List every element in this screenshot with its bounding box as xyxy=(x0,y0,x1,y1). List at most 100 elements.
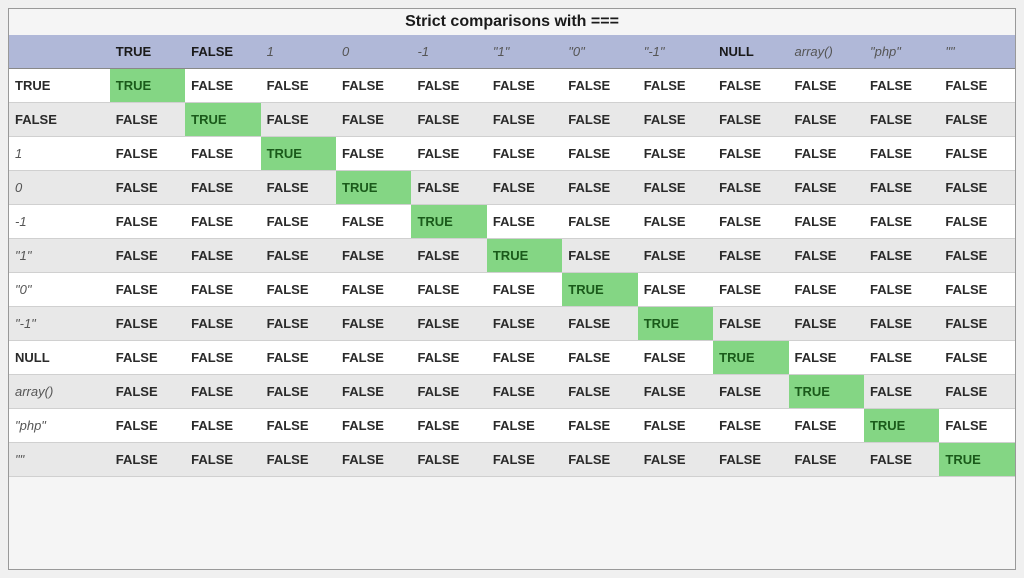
table-cell: FALSE xyxy=(261,443,336,477)
table-cell: TRUE xyxy=(789,375,864,409)
column-header: TRUE xyxy=(110,35,185,69)
table-row: NULLFALSEFALSEFALSEFALSEFALSEFALSEFALSEF… xyxy=(9,341,1015,375)
table-cell: FALSE xyxy=(185,137,260,171)
table-cell: FALSE xyxy=(939,137,1015,171)
table-cell: FALSE xyxy=(562,341,637,375)
table-cell: FALSE xyxy=(261,409,336,443)
table-cell: FALSE xyxy=(487,273,562,307)
table-cell: FALSE xyxy=(638,239,713,273)
row-header: TRUE xyxy=(9,69,110,103)
table-cell: FALSE xyxy=(789,103,864,137)
table-cell: FALSE xyxy=(487,69,562,103)
table-cell: FALSE xyxy=(411,273,486,307)
column-header: "php" xyxy=(864,35,939,69)
table-cell: TRUE xyxy=(336,171,411,205)
table-cell: FALSE xyxy=(110,239,185,273)
table-cell: FALSE xyxy=(185,273,260,307)
table-cell: FALSE xyxy=(864,69,939,103)
table-cell: FALSE xyxy=(336,341,411,375)
table-cell: FALSE xyxy=(411,409,486,443)
table-cell: FALSE xyxy=(261,103,336,137)
table-cell: FALSE xyxy=(562,239,637,273)
table-cell: FALSE xyxy=(185,341,260,375)
table-cell: FALSE xyxy=(110,375,185,409)
table-cell: FALSE xyxy=(487,341,562,375)
table-cell: FALSE xyxy=(110,341,185,375)
table-cell: FALSE xyxy=(110,137,185,171)
table-cell: FALSE xyxy=(939,171,1015,205)
table-row: TRUETRUEFALSEFALSEFALSEFALSEFALSEFALSEFA… xyxy=(9,69,1015,103)
table-cell: FALSE xyxy=(110,409,185,443)
table-cell: FALSE xyxy=(638,137,713,171)
table-cell: TRUE xyxy=(713,341,788,375)
table-cell: FALSE xyxy=(638,409,713,443)
column-header: "1" xyxy=(487,35,562,69)
table-cell: FALSE xyxy=(638,273,713,307)
table-cell: FALSE xyxy=(411,375,486,409)
table-cell: FALSE xyxy=(185,239,260,273)
table-cell: FALSE xyxy=(789,205,864,239)
table-row: "1"FALSEFALSEFALSEFALSEFALSETRUEFALSEFAL… xyxy=(9,239,1015,273)
table-cell: FALSE xyxy=(713,69,788,103)
column-header: array() xyxy=(789,35,864,69)
table-cell: FALSE xyxy=(411,239,486,273)
table-cell: FALSE xyxy=(487,205,562,239)
table-cell: FALSE xyxy=(411,341,486,375)
table-cell: FALSE xyxy=(261,171,336,205)
table-cell: FALSE xyxy=(939,239,1015,273)
table-cell: FALSE xyxy=(939,273,1015,307)
table-cell: FALSE xyxy=(638,443,713,477)
table-cell: FALSE xyxy=(487,375,562,409)
table-cell: FALSE xyxy=(713,205,788,239)
table-cell: FALSE xyxy=(939,409,1015,443)
table-cell: FALSE xyxy=(487,171,562,205)
table-cell: FALSE xyxy=(336,307,411,341)
table-cell: FALSE xyxy=(487,137,562,171)
table-cell: FALSE xyxy=(261,341,336,375)
table-cell: TRUE xyxy=(638,307,713,341)
row-header: "0" xyxy=(9,273,110,307)
table-cell: FALSE xyxy=(864,103,939,137)
table-cell: FALSE xyxy=(562,409,637,443)
row-header: 0 xyxy=(9,171,110,205)
table-cell: FALSE xyxy=(336,137,411,171)
table-cell: FALSE xyxy=(336,409,411,443)
comparison-table: TRUEFALSE10-1"1""0""-1"NULLarray()"php""… xyxy=(9,35,1015,477)
table-body: TRUETRUEFALSEFALSEFALSEFALSEFALSEFALSEFA… xyxy=(9,69,1015,477)
table-cell: TRUE xyxy=(185,103,260,137)
table-cell: FALSE xyxy=(939,341,1015,375)
column-header: "-1" xyxy=(638,35,713,69)
table-cell: FALSE xyxy=(789,443,864,477)
table-cell: FALSE xyxy=(638,69,713,103)
table-cell: FALSE xyxy=(713,273,788,307)
table-cell: FALSE xyxy=(713,375,788,409)
table-row: 0FALSEFALSEFALSETRUEFALSEFALSEFALSEFALSE… xyxy=(9,171,1015,205)
table-cell: FALSE xyxy=(110,205,185,239)
table-cell: FALSE xyxy=(336,443,411,477)
table-cell: FALSE xyxy=(939,69,1015,103)
table-cell: FALSE xyxy=(110,307,185,341)
table-row: -1FALSEFALSEFALSEFALSETRUEFALSEFALSEFALS… xyxy=(9,205,1015,239)
table-cell: FALSE xyxy=(789,239,864,273)
table-cell: FALSE xyxy=(487,103,562,137)
header-row: TRUEFALSE10-1"1""0""-1"NULLarray()"php""… xyxy=(9,35,1015,69)
column-header: 0 xyxy=(336,35,411,69)
row-header: 1 xyxy=(9,137,110,171)
column-header: "" xyxy=(939,35,1015,69)
column-header: 1 xyxy=(261,35,336,69)
table-cell: FALSE xyxy=(789,341,864,375)
column-header: NULL xyxy=(713,35,788,69)
table-cell: FALSE xyxy=(864,375,939,409)
table-cell: FALSE xyxy=(261,273,336,307)
table-cell: FALSE xyxy=(638,205,713,239)
table-cell: FALSE xyxy=(864,443,939,477)
table-cell: FALSE xyxy=(411,103,486,137)
table-cell: FALSE xyxy=(789,273,864,307)
row-header: FALSE xyxy=(9,103,110,137)
table-cell: FALSE xyxy=(864,137,939,171)
table-title: Strict comparisons with === xyxy=(9,9,1015,35)
table-cell: FALSE xyxy=(185,375,260,409)
table-cell: FALSE xyxy=(789,171,864,205)
row-header: "-1" xyxy=(9,307,110,341)
table-cell: FALSE xyxy=(185,205,260,239)
